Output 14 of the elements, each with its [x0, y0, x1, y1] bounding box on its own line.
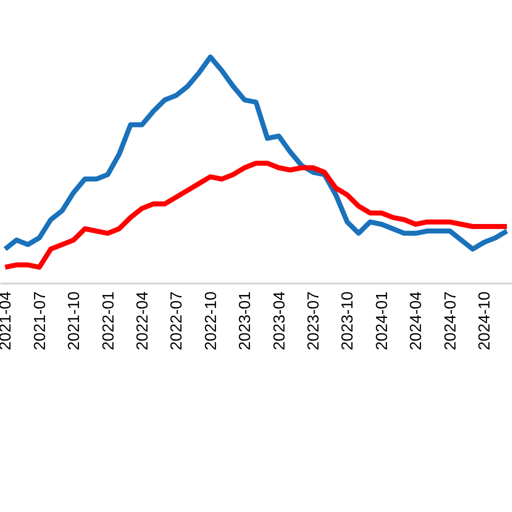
x-tick-label: 2022-04 [134, 291, 152, 350]
x-tick-label: 2024-07 [442, 291, 460, 350]
x-tick-label: 2024-04 [408, 291, 426, 350]
x-tick-label: 2021-07 [32, 291, 49, 350]
x-tick-label: 2021-10 [66, 291, 84, 350]
x-tick-label: 2022-01 [100, 291, 118, 350]
x-tick-label: 2022-07 [168, 291, 186, 350]
x-tick-label: 2023-07 [306, 291, 323, 350]
x-tick-label: 2023-10 [340, 291, 357, 350]
x-tick-label: 2024-10 [476, 291, 494, 350]
x-tick-label: 2024-01 [374, 291, 391, 350]
x-tick-label: 2023-04 [271, 291, 288, 350]
x-tick-label: 2023-01 [237, 291, 254, 350]
x-tick-label: 2022-10 [202, 291, 220, 350]
